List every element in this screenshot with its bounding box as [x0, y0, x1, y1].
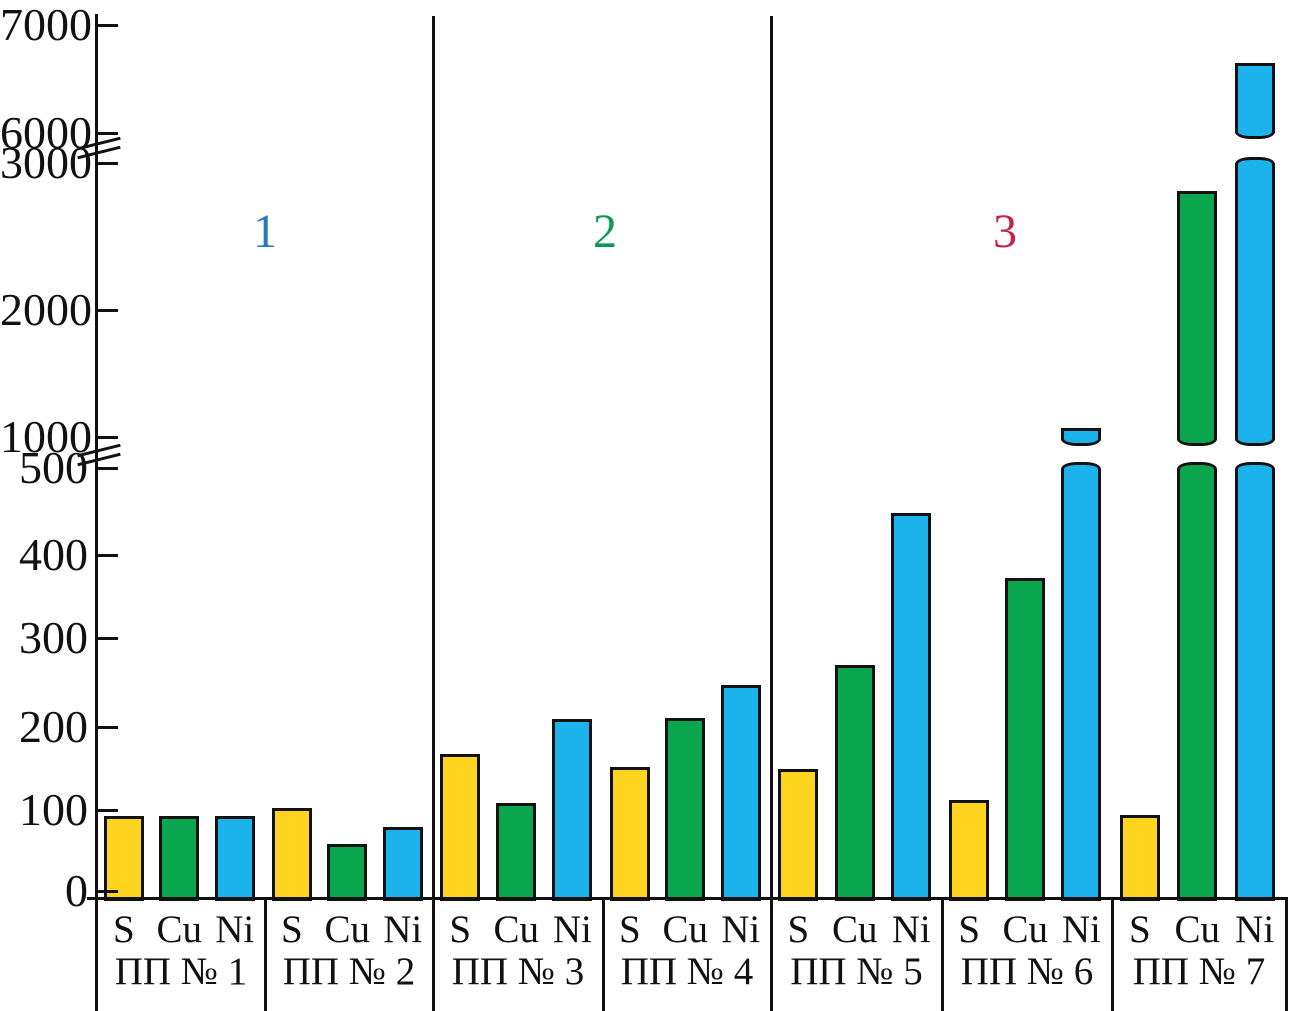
y-tick	[98, 467, 118, 470]
group-label: ПП № 5	[790, 950, 923, 993]
bar-s-group-4	[610, 767, 650, 901]
element-label: Cu	[324, 908, 371, 951]
bar-s-group-2	[272, 807, 312, 901]
element-label: Ni	[891, 908, 931, 951]
bar-ni-group-5	[891, 512, 931, 901]
element-label: Cu	[493, 908, 540, 951]
bar-cu-group-6	[1005, 578, 1045, 901]
element-label: S	[1128, 908, 1151, 951]
bar-cu-group-4	[665, 718, 705, 901]
region-divider-line	[432, 16, 435, 1011]
y-tick-label: 100	[19, 784, 88, 835]
element-label: Ni	[215, 908, 255, 951]
bar-ni-group-4	[721, 684, 761, 901]
y-tick-label: 0	[65, 865, 88, 916]
group-divider-line	[940, 898, 944, 1011]
bar-s-group-7	[1120, 814, 1160, 901]
y-tick-label: 3000	[0, 137, 92, 188]
group-divider-line	[263, 898, 267, 1011]
group-label: ПП № 2	[282, 950, 416, 993]
element-label: S	[281, 908, 303, 951]
bar-cu-group-7	[1177, 462, 1217, 901]
bar-cu-group-1	[159, 816, 199, 901]
bar-ni-group-7	[1235, 62, 1275, 139]
element-label: Cu	[1002, 908, 1049, 951]
y-tick	[98, 436, 118, 439]
y-tick	[98, 309, 118, 312]
element-label: S	[113, 908, 135, 951]
bar-ni-group-6	[1061, 462, 1101, 901]
y-tick	[98, 637, 118, 640]
y-axis-line	[95, 14, 98, 1011]
element-label: Cu	[662, 908, 709, 951]
region-divider-line	[770, 16, 773, 1011]
element-label: S	[449, 908, 472, 951]
element-label: Ni	[1235, 908, 1275, 951]
bar-s-group-5	[778, 769, 818, 901]
bar-s-group-1	[104, 816, 144, 901]
y-tick	[98, 809, 118, 812]
element-label: S	[958, 908, 981, 951]
y-tick	[98, 890, 118, 893]
y-tick-label: 1000	[0, 411, 92, 462]
group-divider-line	[601, 898, 605, 1011]
element-label: Ni	[1061, 908, 1101, 951]
bar-ni-group-3	[552, 719, 592, 901]
bar-ni-group-7	[1235, 462, 1275, 901]
y-tick-label: 2000	[0, 284, 92, 335]
y-tick-label: 500	[19, 442, 88, 493]
group-label: ПП № 1	[114, 950, 248, 993]
element-label: Cu	[156, 908, 203, 951]
group-label: ПП № 4	[620, 950, 754, 993]
y-tick	[98, 726, 118, 729]
y-tick	[98, 554, 118, 557]
element-label: Ni	[552, 908, 592, 951]
element-label: S	[787, 908, 810, 951]
group-label: ПП № 6	[960, 950, 1094, 993]
bar-ni-group-7	[1235, 157, 1275, 446]
bar-ni-group-6	[1061, 427, 1101, 446]
element-label: Ni	[383, 908, 423, 951]
bar-cu-group-2	[327, 843, 367, 901]
y-tick	[98, 24, 118, 27]
bar-cu-group-5	[835, 664, 875, 901]
group-label: ПП № 3	[451, 950, 585, 993]
element-label: Cu	[832, 908, 878, 951]
y-tick	[98, 132, 118, 135]
region-label: 2	[593, 205, 617, 258]
element-label: S	[619, 908, 641, 951]
y-tick-label: 200	[19, 701, 88, 752]
bar-ni-group-2	[383, 826, 423, 901]
y-tick-label: 7000	[0, 0, 92, 50]
group-divider-line	[1284, 898, 1288, 1011]
y-tick-label: 400	[19, 529, 88, 580]
bar-ni-group-1	[215, 816, 255, 901]
y-tick-label: 300	[19, 612, 88, 663]
element-label: Ni	[721, 908, 761, 951]
group-divider-line	[1110, 898, 1114, 1011]
bar-s-group-3	[440, 753, 480, 901]
y-tick-label: 6000	[0, 107, 92, 158]
y-tick	[98, 162, 118, 165]
region-label: 3	[993, 205, 1017, 258]
bar-s-group-6	[949, 799, 989, 901]
region-label: 1	[253, 205, 277, 258]
x-axis-line	[87, 897, 1288, 900]
element-label: Cu	[1174, 908, 1220, 951]
bar-cu-group-7	[1177, 190, 1217, 446]
group-label: ПП № 7	[1132, 950, 1266, 993]
bar-cu-group-3	[496, 803, 536, 901]
